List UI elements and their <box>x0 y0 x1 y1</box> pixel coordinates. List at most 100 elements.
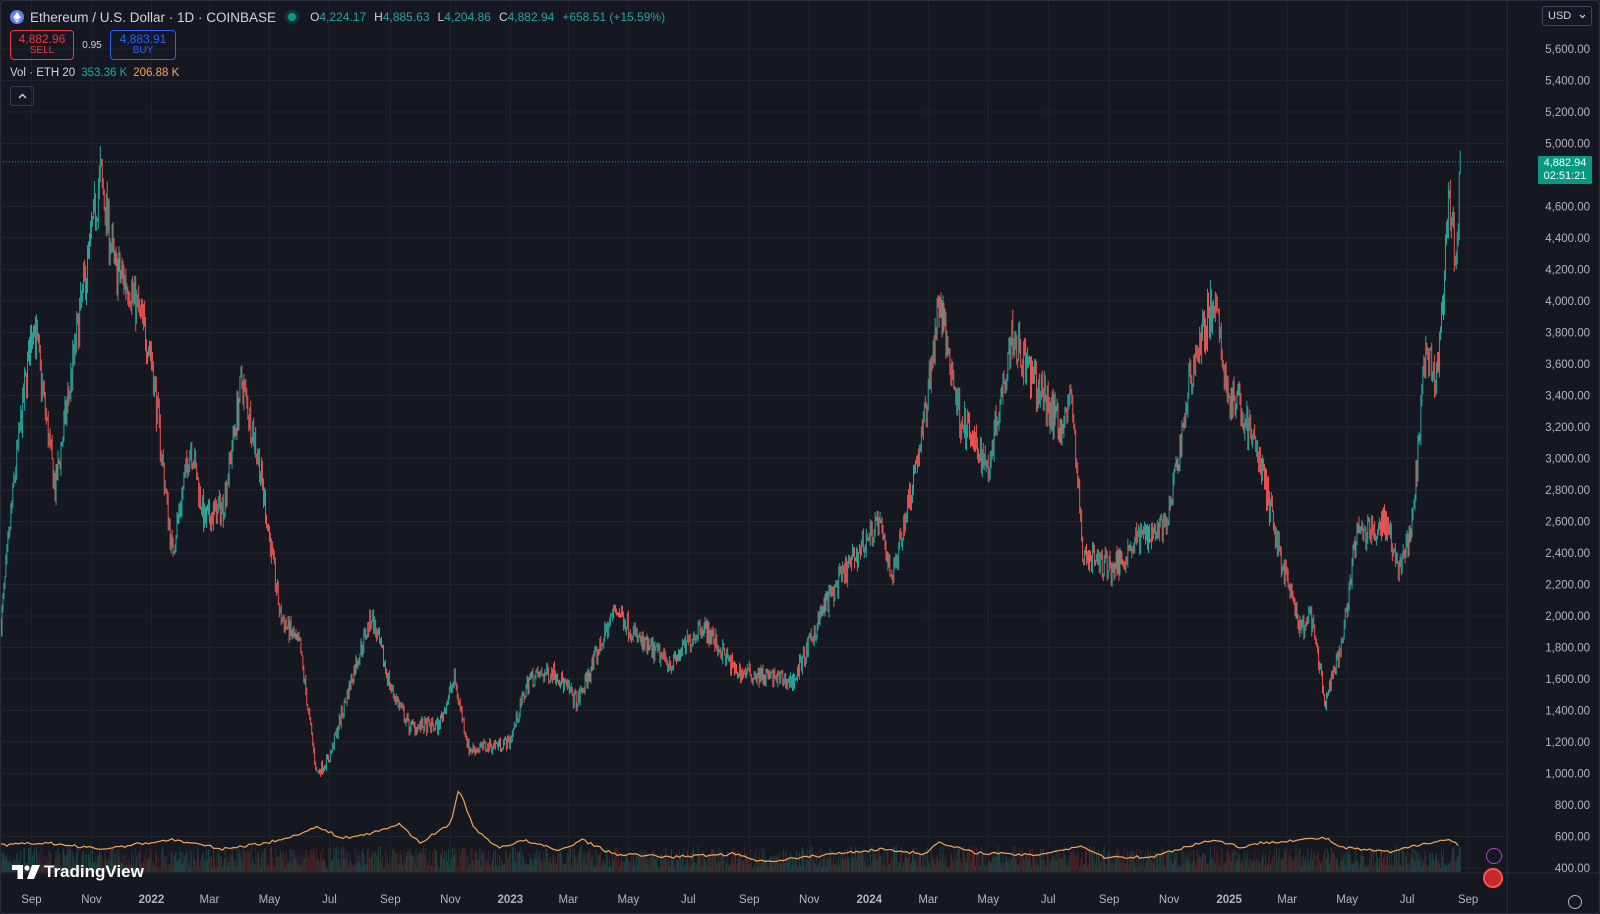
settings-icon[interactable] <box>1568 895 1582 909</box>
us-flag-icon[interactable] <box>1483 868 1503 888</box>
volume-bar <box>1208 865 1209 872</box>
volume-legend[interactable]: Vol · ETH 20 353.36 K 206.88 K <box>10 67 179 79</box>
volume-bar <box>567 855 569 872</box>
volume-bar <box>608 865 610 872</box>
volume-bar <box>679 848 680 872</box>
volume-bar <box>1028 859 1029 872</box>
volume-bar <box>1162 849 1164 872</box>
volume-bar <box>88 853 89 872</box>
volume-bar <box>675 860 676 872</box>
volume-bar <box>467 856 469 872</box>
volume-bar <box>392 846 394 872</box>
volume-bar <box>86 854 87 872</box>
volume-bar <box>345 859 347 872</box>
volume-bar <box>436 850 437 872</box>
volume-bar <box>455 850 457 872</box>
volume-bar <box>506 858 508 872</box>
volume-bar <box>901 847 903 872</box>
volume-bar <box>960 858 962 872</box>
volume-bar <box>786 849 788 872</box>
volume-bar <box>328 847 329 872</box>
volume-bar <box>1433 859 1435 872</box>
price-tick-label: 1,200.00 <box>1545 737 1590 749</box>
volume-bar <box>285 852 287 872</box>
volume-bar <box>1006 857 1008 872</box>
time-tick-label: Jul <box>1400 894 1415 906</box>
volume-bar <box>57 847 59 872</box>
volume-bar <box>551 864 553 872</box>
volume-bar <box>792 857 793 872</box>
volume-bar <box>830 848 832 872</box>
volume-bar <box>1224 863 1226 872</box>
volume-bar <box>1129 855 1131 872</box>
volume-bar <box>479 847 481 872</box>
volume-bar <box>301 854 303 872</box>
volume-bar <box>195 861 197 872</box>
collapse-legend-button[interactable] <box>10 86 34 106</box>
volume-bar <box>1363 856 1365 872</box>
price-tick-label: 4,400.00 <box>1545 233 1590 245</box>
volume-bar <box>1325 846 1326 872</box>
sell-button[interactable]: 4,882.96 SELL <box>10 30 74 60</box>
volume-bar <box>1058 853 1060 872</box>
volume-bar <box>1289 847 1291 872</box>
volume-bar <box>348 867 350 872</box>
volume-bar <box>696 859 698 872</box>
symbol-title[interactable]: Ethereum / U.S. Dollar · 1D · COINBASE <box>30 9 277 25</box>
volume-bar <box>1303 852 1305 872</box>
volume-bar <box>764 859 766 872</box>
volume-bar <box>642 852 644 872</box>
volume-bar <box>253 862 255 872</box>
volume-bar <box>318 858 320 872</box>
volume-bar <box>1015 858 1017 872</box>
volume-bar <box>352 864 354 872</box>
volume-bar <box>861 850 863 872</box>
volume-bar <box>1310 854 1312 872</box>
volume-bar <box>1182 862 1184 872</box>
chevron-down-icon <box>1579 14 1586 18</box>
tradingview-logo[interactable]: TradingView <box>12 862 144 882</box>
time-tick-label: May <box>1336 894 1358 906</box>
volume-bar <box>95 863 97 872</box>
volume-bar <box>1036 855 1037 872</box>
volume-bar <box>1454 860 1456 872</box>
volume-bar <box>354 847 356 872</box>
volume-bar <box>1296 856 1298 872</box>
currency-selector[interactable]: USD <box>1542 6 1592 26</box>
volume-bar <box>577 853 579 872</box>
volume-bar <box>416 867 418 872</box>
volume-bar <box>1274 863 1276 872</box>
volume-bar <box>1439 863 1440 872</box>
volume-bar <box>494 866 496 872</box>
volume-bar <box>1226 849 1228 872</box>
volume-bar <box>822 858 824 872</box>
volume-bar <box>812 853 814 872</box>
volume-bar <box>99 854 101 872</box>
volume-bar <box>342 846 344 872</box>
volume-bar <box>999 854 1001 872</box>
volume-bar <box>959 846 961 872</box>
volume-bar <box>800 865 801 872</box>
volume-bar <box>172 867 174 872</box>
volume-bar <box>372 851 374 872</box>
volume-bar <box>41 863 43 872</box>
volume-bar <box>1314 850 1316 872</box>
volume-bar <box>807 860 809 872</box>
volume-bar <box>1230 861 1232 872</box>
brand-name: TradingView <box>44 862 144 881</box>
volume-bar <box>1249 857 1251 872</box>
volume-bar <box>382 857 383 872</box>
volume-bar <box>1020 860 1022 872</box>
close-value: 4,882.94 <box>507 10 555 24</box>
volume-bar <box>462 848 464 872</box>
volume-bar <box>171 849 173 872</box>
volume-bar <box>1415 850 1417 872</box>
buy-button[interactable]: 4,883.91 BUY <box>110 30 176 60</box>
volume-bar <box>667 861 669 872</box>
volume-bar <box>1448 862 1450 872</box>
price-tick-label: 2,400.00 <box>1545 548 1590 560</box>
lightning-icon[interactable] <box>1486 848 1502 864</box>
volume-bar <box>1347 853 1349 872</box>
volume-bar <box>204 859 205 872</box>
